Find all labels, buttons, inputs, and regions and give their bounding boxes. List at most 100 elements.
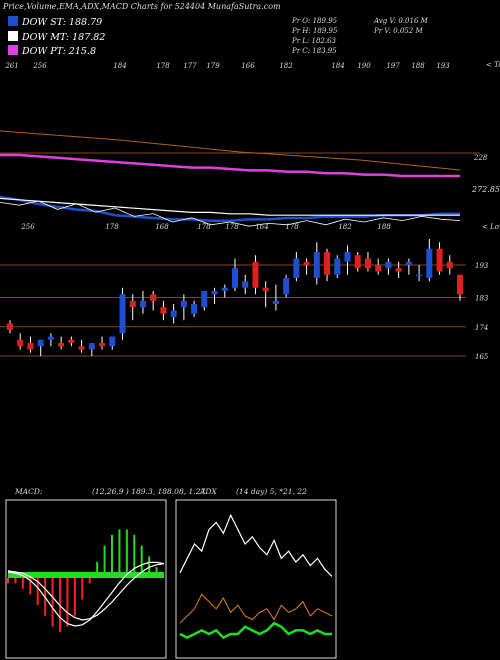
ohlc-close: Pr C: 183.95	[292, 47, 337, 55]
legend-dow-mt: DOW MT: 187.82	[8, 31, 105, 43]
adx-line-plusdi	[179, 513, 333, 577]
candle-body	[313, 252, 320, 278]
candle-body	[221, 287, 228, 291]
level-label: 183	[475, 295, 489, 303]
top-tick-label: 261	[4, 62, 18, 70]
mid-tick-label: 168	[155, 223, 169, 231]
macd-label: MACD:	[14, 487, 43, 496]
candle-body	[27, 343, 34, 350]
top-tick-label: 256	[32, 62, 47, 70]
candle-body	[272, 300, 279, 304]
macd-zero-band	[8, 572, 164, 578]
lows-label: < Lows	[482, 223, 500, 231]
ema-lines	[0, 130, 461, 227]
candle-body	[375, 265, 382, 272]
candle-body	[385, 261, 392, 269]
tops-label: < Tops	[486, 61, 500, 69]
top-tick-label: 190	[357, 62, 371, 70]
adx-values: (14 day) 5, *21, 22	[236, 487, 307, 496]
candle-body	[129, 300, 136, 308]
top-tick-label: 166	[241, 62, 255, 70]
macd-plot	[7, 529, 165, 632]
mid-tick-label: 188	[377, 223, 391, 231]
candle-body	[416, 274, 423, 277]
ohlc-low: Pr L: 182.63	[292, 37, 337, 45]
candle-body	[139, 300, 146, 308]
legend-dow-pt-label: DOW PT: 215.8	[22, 46, 96, 57]
right-label-272: 272.85	[471, 185, 500, 194]
ohlc-high: Pr H: 189.95	[292, 27, 338, 35]
legend-swatch-pink	[8, 45, 18, 55]
top-tick-label: 177	[183, 62, 197, 70]
level-lines: 193 183 174 165	[0, 262, 489, 361]
adx-line-minusdi	[179, 593, 333, 624]
volume: Pr V: 0.052 M	[374, 27, 423, 35]
candle-body	[262, 287, 269, 291]
candle-body	[242, 281, 249, 288]
avg-volume: Avg V: 0.016 M	[374, 17, 428, 25]
candle-body	[68, 339, 75, 343]
candle-body	[150, 294, 157, 301]
candle-body	[364, 258, 371, 269]
candle-body	[58, 343, 65, 347]
top-tick-label: 178	[156, 62, 170, 70]
candle-body	[395, 268, 402, 272]
candle-body	[293, 258, 300, 278]
top-tick-labels: 261 256 184 178 177 179 166 182 184 190 197 188 193	[4, 62, 450, 70]
legend-swatch-white	[8, 31, 18, 41]
candle-body	[334, 258, 341, 275]
legend-dow-st-label: DOW ST: 188.79	[22, 17, 103, 28]
candle-body	[7, 323, 13, 330]
candle-body	[88, 343, 95, 350]
candle-body	[457, 274, 463, 295]
candle-body	[324, 252, 331, 275]
candle-body	[47, 336, 54, 340]
top-tick-label: 184	[331, 62, 344, 70]
mid-tick-labels: 256 178 168 178 178 164 178 182 188	[20, 223, 391, 231]
right-label-228: 228	[473, 154, 488, 162]
mid-tick-label: 178	[285, 223, 299, 231]
level-label: 174	[475, 324, 488, 332]
ema-line-dow-st	[0, 195, 460, 223]
level-label: 193	[475, 262, 489, 270]
mid-tick-label: 178	[197, 223, 211, 231]
candle-body	[283, 278, 290, 295]
legend-swatch-blue	[8, 16, 18, 26]
ema-line-dow-pt	[0, 153, 460, 178]
candle-body	[201, 291, 208, 308]
top-tick-label: 188	[411, 62, 425, 70]
macd-line-signal	[7, 563, 165, 621]
candle-body	[180, 300, 187, 308]
top-tick-label: 182	[279, 62, 293, 70]
legend-dow-mt-label: DOW MT: 187.82	[22, 32, 106, 43]
candle-body	[191, 304, 198, 314]
candle-body	[405, 261, 412, 265]
price-trace-line	[0, 200, 461, 227]
adx-line-adx	[179, 621, 332, 640]
mid-tick-label: 256	[20, 223, 35, 231]
legend-dow-pt: DOW PT: 215.8	[8, 45, 96, 57]
candle-body	[37, 339, 44, 347]
candle-body	[78, 346, 85, 350]
top-tick-label: 193	[436, 62, 450, 70]
top-tick-label: 184	[113, 62, 126, 70]
mid-tick-label: 178	[225, 223, 239, 231]
chart-title: Price,Volume,EMA,ADX,MACD Charts for 524…	[3, 2, 281, 11]
macd-values: (12,26,9 ) 189.3, 188.08, 1.27	[92, 487, 205, 496]
candle-body	[170, 310, 177, 317]
candle-body	[160, 307, 167, 314]
level-label: 165	[475, 353, 489, 361]
adx-label: ADX	[199, 487, 217, 496]
candle-body	[252, 261, 259, 288]
candle-body	[446, 261, 453, 269]
candle-body	[303, 261, 310, 265]
candle-body	[232, 268, 238, 288]
mid-tick-label: 182	[338, 223, 352, 231]
ohlc-open: Pr O: 189.95	[292, 17, 338, 25]
top-tick-label: 197	[386, 62, 400, 70]
candle-body	[211, 291, 218, 295]
adx-plot	[179, 513, 333, 640]
candle-body	[354, 255, 361, 269]
candle-body	[426, 248, 433, 278]
